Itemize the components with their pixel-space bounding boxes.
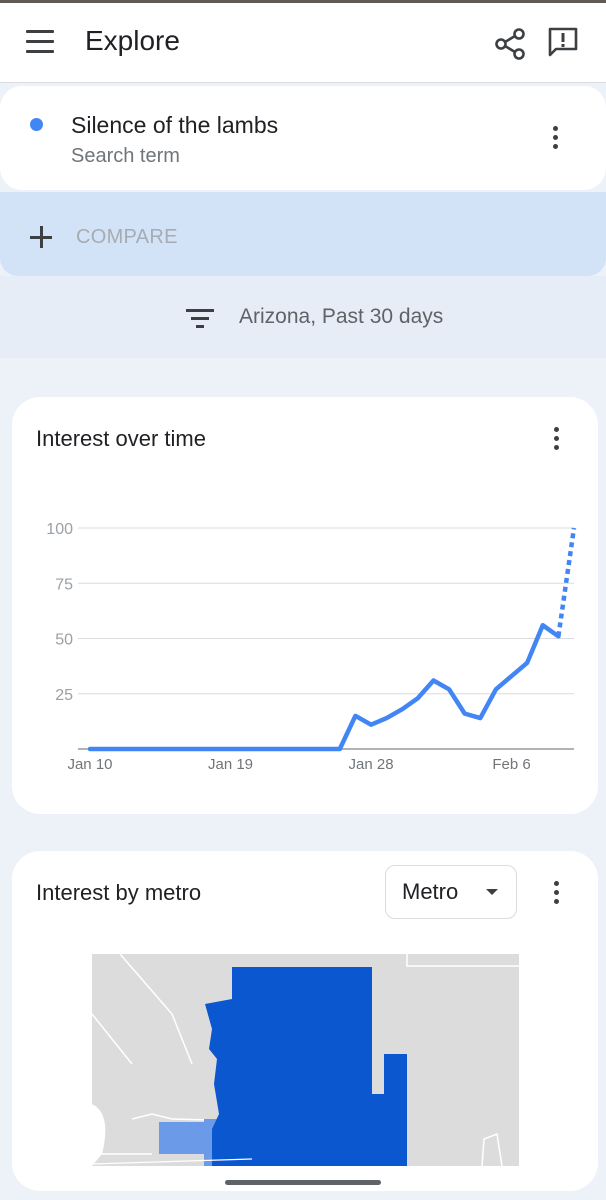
filter-icon bbox=[186, 309, 214, 329]
add-icon bbox=[30, 226, 52, 248]
menu-icon[interactable] bbox=[26, 30, 56, 54]
interest-over-time-chart: 100 75 50 25 Jan 10 Jan 19 Jan 28 Feb 6 bbox=[46, 521, 577, 773]
search-term-type: Search term bbox=[71, 145, 180, 167]
series-color-dot bbox=[30, 118, 43, 131]
x-tick-label: Feb 6 bbox=[492, 756, 530, 773]
interest-by-metro-title: Interest by metro bbox=[36, 880, 202, 905]
search-term-name: Silence of the lambs bbox=[71, 112, 279, 138]
interest-over-time-card: Interest over time 100 75 50 25 Jan 10 Jan 19… bbox=[12, 397, 598, 814]
compare-button[interactable]: COMPARE bbox=[0, 192, 606, 276]
filter-summary: Arizona, Past 30 days bbox=[239, 305, 444, 328]
compare-label: COMPARE bbox=[76, 226, 178, 248]
y-tick-label: 50 bbox=[55, 632, 73, 649]
chart-more-icon[interactable] bbox=[547, 424, 567, 454]
series-partial-line bbox=[556, 527, 577, 637]
feedback-icon[interactable] bbox=[546, 25, 580, 59]
y-tick-label: 25 bbox=[55, 687, 73, 704]
interest-over-time-title: Interest over time bbox=[36, 426, 206, 451]
y-tick-label: 100 bbox=[46, 521, 73, 538]
status-bar-strip bbox=[0, 0, 606, 3]
x-tick-label: Jan 10 bbox=[67, 756, 112, 773]
filter-bar[interactable]: Arizona, Past 30 days bbox=[0, 276, 606, 358]
home-indicator[interactable] bbox=[225, 1180, 381, 1185]
metro-more-icon[interactable] bbox=[547, 878, 567, 908]
term-more-icon[interactable] bbox=[546, 123, 566, 153]
x-tick-label: Jan 28 bbox=[349, 756, 394, 773]
y-tick-label: 75 bbox=[55, 576, 73, 593]
interest-by-metro-card: Interest by metro Metro bbox=[12, 851, 598, 1191]
dropdown-arrow-icon bbox=[486, 889, 498, 895]
share-icon[interactable] bbox=[493, 27, 527, 61]
series-line bbox=[87, 622, 561, 752]
app-bar: Explore bbox=[0, 3, 606, 83]
metro-map[interactable] bbox=[92, 954, 519, 1166]
page-title: Explore bbox=[85, 25, 180, 56]
region-type-dropdown[interactable]: Metro bbox=[385, 865, 517, 919]
search-term-card[interactable]: Silence of the lambs Search term bbox=[0, 86, 606, 190]
x-tick-label: Jan 19 bbox=[208, 756, 253, 773]
dropdown-value: Metro bbox=[402, 879, 459, 904]
